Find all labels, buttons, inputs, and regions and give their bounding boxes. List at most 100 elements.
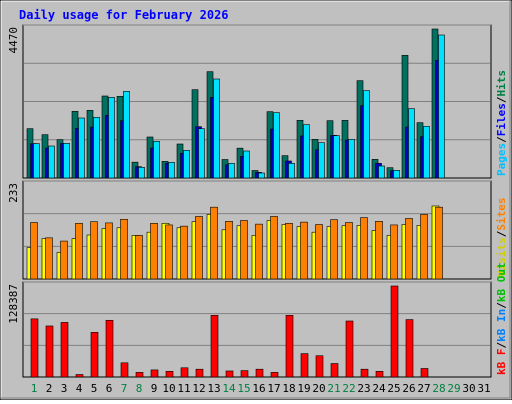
bar-sites-day-7	[120, 218, 128, 280]
bar-hits-day-26	[401, 55, 409, 179]
bar-kb-f-day-13	[210, 315, 219, 378]
bar-sites-day-23	[360, 217, 368, 280]
legend-entry: /	[495, 136, 508, 143]
day-label-6: 6	[106, 382, 113, 395]
bar-sites-day-4	[75, 223, 83, 280]
bar-kb-f-day-1	[30, 318, 39, 378]
bar-sites-day-11	[180, 225, 188, 280]
bar-pages-day-21	[333, 135, 340, 179]
day-label-12: 12	[192, 382, 205, 395]
bar-sites-day-13	[210, 206, 218, 280]
bar-kb-f-day-11	[180, 367, 189, 378]
day-label-24: 24	[372, 382, 386, 395]
bar-kb-f-day-21	[330, 363, 339, 378]
bar-pages-day-28	[438, 34, 445, 179]
bar-pages-day-4	[78, 117, 85, 179]
bar-kb-f-day-7	[120, 362, 129, 378]
bar-pages-day-17	[273, 112, 280, 179]
bar-sites-day-21	[330, 219, 338, 280]
bar-kb-f-day-26	[405, 319, 414, 378]
bar-kb-f-day-12	[195, 368, 204, 378]
legend-entry: Visits	[495, 237, 508, 277]
panel-max-label: 233	[7, 183, 20, 203]
legend-entry: kB In	[495, 309, 508, 342]
chart-panels: 4470Pages/Files/Hits233Visits/Sites12838…	[7, 24, 508, 378]
bar-kb-f-day-27	[420, 368, 429, 378]
day-label-22: 22	[342, 382, 355, 395]
bar-sites-day-27	[420, 214, 428, 280]
panel-legend: Pages/Files/Hits	[495, 70, 508, 176]
day-label-8: 8	[136, 382, 143, 395]
day-label-18: 18	[282, 382, 295, 395]
bar-sites-day-9	[150, 223, 158, 280]
bar-pages-day-16	[258, 172, 265, 179]
bar-sites-day-19	[300, 221, 308, 280]
day-label-27: 27	[417, 382, 430, 395]
bar-pages-day-13	[213, 78, 220, 179]
bar-pages-day-25	[393, 170, 400, 179]
bar-pages-day-10	[168, 162, 175, 179]
x-axis-day-labels: 1 2 3 4 5 6 7 8 9 10 11 12 13 14 15 16 17 18 19 20 21 22 23 24 2…	[31, 382, 491, 395]
day-label-9: 9	[151, 382, 158, 395]
bar-kb-f-day-14	[225, 370, 234, 378]
bar-pages-day-8	[138, 167, 145, 179]
legend-entry: Sites	[495, 198, 508, 231]
bar-pages-day-9	[153, 141, 160, 179]
day-label-15: 15	[237, 382, 250, 395]
bar-pages-day-19	[303, 124, 310, 179]
bar-pages-day-22	[348, 139, 355, 179]
day-label-20: 20	[312, 382, 325, 395]
day-label-2: 2	[46, 382, 53, 395]
day-label-25: 25	[387, 382, 400, 395]
legend-entry: kB Out	[495, 262, 508, 302]
day-label-19: 19	[297, 382, 310, 395]
bar-sites-day-22	[345, 222, 353, 280]
bar-pages-day-11	[183, 150, 190, 179]
panel-legend: kB F/kB In/kB Out	[495, 262, 508, 375]
bar-kb-f-day-2	[45, 325, 54, 378]
bar-sites-day-26	[405, 218, 413, 280]
bar-kb-f-day-4	[75, 374, 84, 378]
bar-kb-f-day-5	[90, 332, 99, 378]
legend-entry: /	[495, 302, 508, 309]
bar-pages-day-20	[318, 142, 325, 179]
day-label-21: 21	[327, 382, 340, 395]
bar-kb-f-day-19	[300, 353, 309, 378]
bar-kb-f-day-16	[255, 368, 264, 378]
series-pages	[33, 34, 445, 179]
bar-sites-day-24	[375, 221, 383, 280]
bar-kb-f-day-24	[375, 371, 384, 378]
bar-kb-f-day-10	[165, 371, 174, 378]
bar-kb-f-day-20	[315, 355, 324, 378]
bar-pages-day-5	[93, 117, 100, 179]
bar-pages-day-3	[63, 143, 70, 179]
bar-kb-f-day-17	[270, 372, 279, 378]
bar-sites-day-18	[285, 223, 293, 280]
chart-title: Daily usage for February 2026	[19, 8, 229, 22]
bar-pages-day-14	[228, 163, 235, 179]
day-label-26: 26	[402, 382, 415, 395]
bar-sites-day-5	[90, 221, 98, 280]
bar-kb-f-day-18	[285, 315, 294, 378]
bar-pages-day-1	[33, 143, 40, 179]
bar-kb-f-day-23	[360, 368, 369, 378]
legend-entry: Hits	[495, 70, 508, 97]
day-label-17: 17	[267, 382, 280, 395]
day-label-28: 28	[432, 382, 445, 395]
bar-kb-f-day-22	[345, 320, 354, 378]
day-label-16: 16	[252, 382, 265, 395]
day-label-13: 13	[207, 382, 220, 395]
day-label-3: 3	[61, 382, 68, 395]
legend-entry: kB F	[495, 349, 508, 376]
bar-sites-day-3	[60, 240, 68, 280]
legend-entry: Pages	[495, 143, 508, 176]
bar-sites-day-12	[195, 216, 203, 280]
day-label-5: 5	[91, 382, 98, 395]
day-label-29: 29	[447, 382, 460, 395]
legend-entry: /	[495, 342, 508, 349]
bar-sites-day-1	[30, 222, 38, 280]
series-sites	[30, 206, 443, 280]
